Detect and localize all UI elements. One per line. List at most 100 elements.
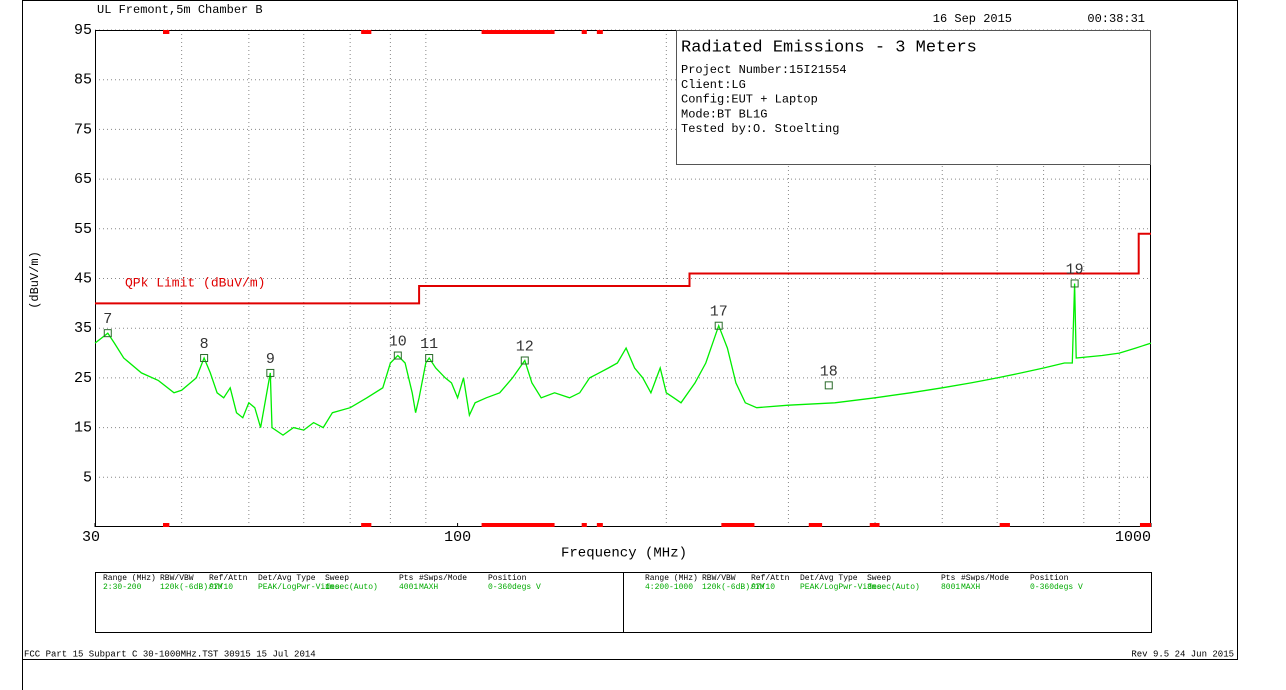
y-tick-label: 25 [74,370,92,387]
band [721,523,755,527]
table-cell: MAXH [419,583,438,592]
table-cell: 0-360degs V [488,583,541,592]
info-line: Client:LG [681,78,746,92]
marker-label: 18 [820,363,838,380]
band [481,30,555,34]
band [596,523,603,527]
marker-label: 11 [420,336,438,353]
x-tick-label: 1000 [1115,529,1151,546]
series-line [94,283,1152,436]
band [999,523,1010,527]
table-header: Position [1030,574,1069,583]
peak-marker [1070,279,1079,288]
table-cell: 2:30-200 [103,583,142,592]
info-lines: Project Number:15I21554Client:LGConfig:E… [681,63,847,136]
y-tick-label: 45 [74,270,92,287]
table-cell: 1msec(Auto) [325,583,378,592]
info-line: Project Number:15I21554 [681,63,847,77]
peak-marker [824,381,833,390]
info-line: Tested by:O. Stoelting [681,122,839,136]
y-axis-label: (dBuV/m) [28,251,42,309]
band [361,523,372,527]
marker-label: 10 [389,334,407,351]
table-header: RBW/VBW [160,574,194,583]
band [1139,523,1151,527]
table-header: Range (MHz) [103,574,156,583]
footer-left: FCC Part 15 Subpart C 30-1000MHz.TST 309… [24,649,316,659]
info-title: Radiated Emissions - 3 Meters [681,38,977,57]
y-tick-label: 95 [74,22,92,39]
table-header: Ref/Attn [751,574,790,583]
peak-marker [520,356,529,365]
marker-label: 8 [200,336,209,353]
peak-marker [103,329,112,338]
y-tick-label: 15 [74,420,92,437]
table-header: Range (MHz) [645,574,698,583]
table-cell: 4001 [399,583,418,592]
table-cell: PEAK/LogPwr-Video [800,583,882,592]
info-line: Config:EUT + Laptop [681,93,818,107]
band [581,30,587,34]
table-header: #Swps/Mode [961,574,1009,583]
table-cell: 120k(-6dB)/1M [702,583,765,592]
band [163,30,170,34]
marker-label: 19 [1066,261,1084,278]
marker-label: 7 [103,311,112,328]
info-box [676,30,1151,165]
marker-label: 9 [266,351,275,368]
table-cell: 97/10 [209,583,233,592]
y-tick-label: 85 [74,72,92,89]
info-line: Mode:BT BL1G [681,107,767,121]
table-header: RBW/VBW [702,574,736,583]
table-header: Sweep [867,574,891,583]
band [596,30,603,34]
plot-border [95,30,1151,527]
table-cell: 3msec(Auto) [867,583,920,592]
y-tick-label: 35 [74,320,92,337]
page-border [22,0,1238,660]
table-header: Ref/Attn [209,574,248,583]
x-tick-label: 30 [82,529,100,546]
table-cell: MAXH [961,583,980,592]
table-cell: 97/10 [751,583,775,592]
legend-label: QPk Limit (dBuV/m) [125,275,265,290]
marker-label: 12 [516,338,534,355]
y-tick-label: 65 [74,171,92,188]
date: 16 Sep 2015 [933,12,1012,26]
table-cell: 4:200-1000 [645,583,693,592]
time: 00:38:31 [1087,12,1145,26]
x-tick-label: 100 [444,529,471,546]
site: UL Fremont,5m Chamber B [97,3,263,17]
table-header: Sweep [325,574,349,583]
peak-marker [200,354,209,363]
y-tick-label: 75 [74,121,92,138]
band [361,30,372,34]
table-cell: 0-360degs V [1030,583,1083,592]
marker-label: 17 [710,304,728,321]
y-tick-label: 5 [83,469,92,486]
band [581,523,587,527]
table-cell: 8001 [941,583,960,592]
band [481,523,555,527]
footer-right: Rev 9.5 24 Jun 2015 [1131,649,1234,659]
table-header: Det/Avg Type [258,574,316,583]
peak-marker [266,368,275,377]
x-axis-label: Frequency (MHz) [561,546,687,562]
table-cell: 120k(-6dB)/1M [160,583,223,592]
y-tick-label: 55 [74,221,92,238]
series-line [95,232,1151,305]
table-header: Det/Avg Type [800,574,858,583]
table-cell: PEAK/LogPwr-Video [258,583,340,592]
band [869,523,880,527]
peak-marker [425,354,434,363]
table-header: Pts [941,574,956,583]
table-header: Pts [399,574,414,583]
table-header: #Swps/Mode [419,574,467,583]
table-header: Position [488,574,527,583]
table-content: Range (MHz)2:30-200RBW/VBW120k(-6dB)/1MR… [103,574,1083,592]
peak-marker [393,351,402,360]
band [163,523,170,527]
peak-marker [714,321,723,330]
band [808,523,823,527]
